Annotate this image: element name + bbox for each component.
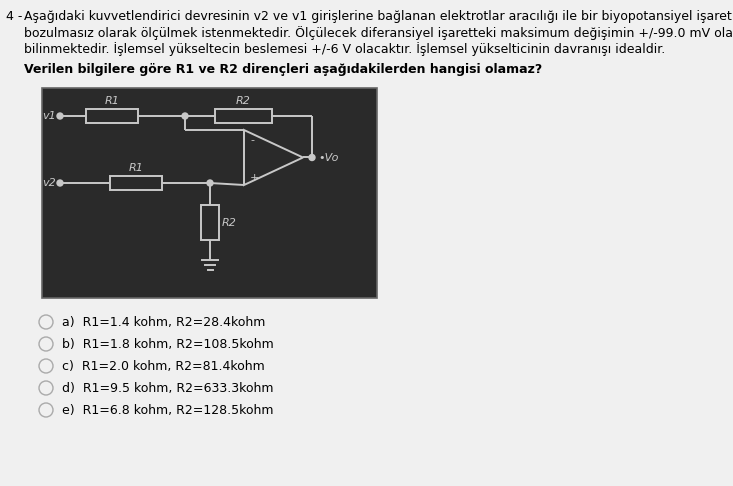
Text: Verilen bilgilere göre R1 ve R2 dirençleri aşağıdakilerden hangisi olamaz?: Verilen bilgilere göre R1 ve R2 dirençle… [24,63,542,76]
Text: v1: v1 [42,111,56,121]
Text: -: - [250,135,254,145]
Circle shape [57,180,63,186]
Text: R1: R1 [128,163,144,173]
Text: c)  R1=2.0 kohm, R2=81.4kohm: c) R1=2.0 kohm, R2=81.4kohm [62,360,265,372]
Text: v2: v2 [42,178,56,188]
Text: +: + [250,173,259,183]
Text: e)  R1=6.8 kohm, R2=128.5kohm: e) R1=6.8 kohm, R2=128.5kohm [62,403,273,417]
Circle shape [309,155,315,160]
Text: R1: R1 [105,96,119,106]
Text: Aşağıdaki kuvvetlendirici devresinin v2 ve v1 girişlerine bağlanan elektrotlar a: Aşağıdaki kuvvetlendirici devresinin v2 … [24,10,732,23]
Text: b)  R1=1.8 kohm, R2=108.5kohm: b) R1=1.8 kohm, R2=108.5kohm [62,337,273,350]
Text: 4 -: 4 - [6,10,23,23]
Text: R2: R2 [236,96,251,106]
Text: R2: R2 [222,218,237,227]
Circle shape [207,180,213,186]
Circle shape [182,113,188,119]
Bar [201,205,219,240]
Bar [215,109,272,123]
Bar [110,176,162,190]
Text: •Vo: •Vo [318,153,339,162]
Text: bilinmektedir. İşlemsel yükseltecin beslemesi +/-6 V olacaktır. İşlemsel yükselt: bilinmektedir. İşlemsel yükseltecin besl… [24,42,666,56]
Text: bozulmasız olarak ölçülmek istenmektedir. Ölçülecek diferansiyel işaretteki maks: bozulmasız olarak ölçülmek istenmektedir… [24,26,733,40]
Text: d)  R1=9.5 kohm, R2=633.3kohm: d) R1=9.5 kohm, R2=633.3kohm [62,382,273,395]
Bar [86,109,138,123]
Bar [42,88,377,298]
Text: a)  R1=1.4 kohm, R2=28.4kohm: a) R1=1.4 kohm, R2=28.4kohm [62,315,265,329]
Circle shape [57,113,63,119]
